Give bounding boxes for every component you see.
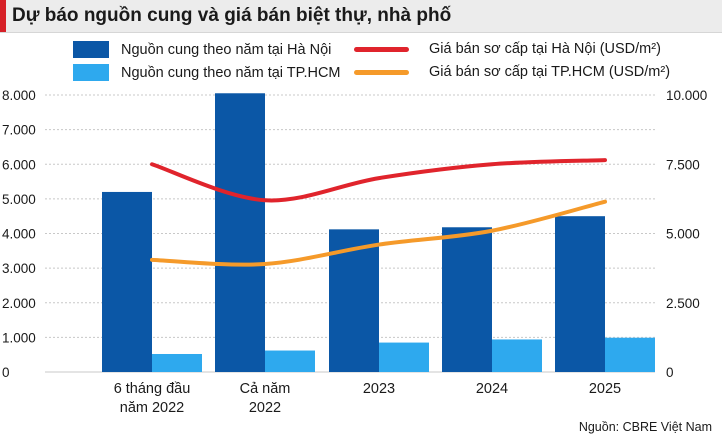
bar-hcm <box>605 337 655 372</box>
left-axis-tick-label: 4.000 <box>2 227 36 242</box>
legend-label-bar-hcm: Nguồn cung theo năm tại TP.HCM <box>121 64 341 81</box>
line-hanoi <box>150 158 607 203</box>
left-axis-tick-label: 6.000 <box>2 157 36 172</box>
left-axis-tick-label: 2.000 <box>2 296 36 311</box>
left-axis-tick-label: 3.000 <box>2 261 36 276</box>
x-axis-category-label: Cả năm <box>240 381 291 397</box>
legend-swatch-line-hcm <box>354 69 409 75</box>
bar-hcm <box>152 353 202 372</box>
left-axis-tick-label: 0 <box>2 365 10 380</box>
legend-bar-hcm: Nguồn cung theo năm tại TP.HCM <box>73 64 341 81</box>
bar-hcm <box>492 339 542 372</box>
bar-hcm <box>379 342 429 372</box>
bar-hanoi <box>102 191 152 372</box>
x-axis-category-label: 2023 <box>363 381 395 397</box>
x-axis-category-label: 2022 <box>249 400 281 416</box>
left-axis-tick-label: 7.000 <box>2 123 36 138</box>
x-axis-category-label: 2025 <box>589 381 621 397</box>
right-axis-tick-label: 0 <box>666 365 674 380</box>
legend-bar-hanoi: Nguồn cung theo năm tại Hà Nội <box>73 41 331 58</box>
title-accent-bar <box>0 0 6 32</box>
bar-hanoi <box>215 93 265 373</box>
right-axis-tick-label: 7.500 <box>666 157 700 172</box>
legend-label-bar-hanoi: Nguồn cung theo năm tại Hà Nội <box>121 41 332 58</box>
legend-swatch-line-hanoi <box>354 46 409 52</box>
bar-hanoi <box>442 227 492 372</box>
x-axis-category-label: 6 tháng đầu <box>114 381 191 397</box>
legend-line-hcm: Giá bán sơ cấp tại TP.HCM (USD/m²) <box>354 64 670 80</box>
right-axis-tick-label: 5.000 <box>666 227 700 242</box>
title-bar: Dự báo nguồn cung và giá bán biệt thự, n… <box>0 0 722 33</box>
chart-title: Dự báo nguồn cung và giá bán biệt thự, n… <box>12 5 452 26</box>
left-axis-tick-label: 5.000 <box>2 192 36 207</box>
source-note: Nguồn: CBRE Việt Nam <box>578 420 712 434</box>
left-axis-tick-label: 1.000 <box>2 330 36 345</box>
legend-line-hanoi: Giá bán sơ cấp tại Hà Nội (USD/m²) <box>354 41 661 57</box>
line-hcm <box>150 199 607 267</box>
bar-hcm <box>265 350 315 372</box>
legend-label-line-hcm: Giá bán sơ cấp tại TP.HCM (USD/m²) <box>429 64 671 80</box>
legend-swatch-bar-hanoi <box>73 41 109 58</box>
x-axis-category-label: 2024 <box>476 381 508 397</box>
legend-label-line-hanoi: Giá bán sơ cấp tại Hà Nội (USD/m²) <box>429 41 661 57</box>
right-axis-tick-label: 2.500 <box>666 296 700 311</box>
bar-hanoi <box>555 216 605 372</box>
right-axis-tick-label: 10.000 <box>666 88 707 103</box>
x-axis-category-label: năm 2022 <box>120 400 185 416</box>
legend-swatch-bar-hcm <box>73 64 109 81</box>
left-axis-tick-label: 8.000 <box>2 88 36 103</box>
